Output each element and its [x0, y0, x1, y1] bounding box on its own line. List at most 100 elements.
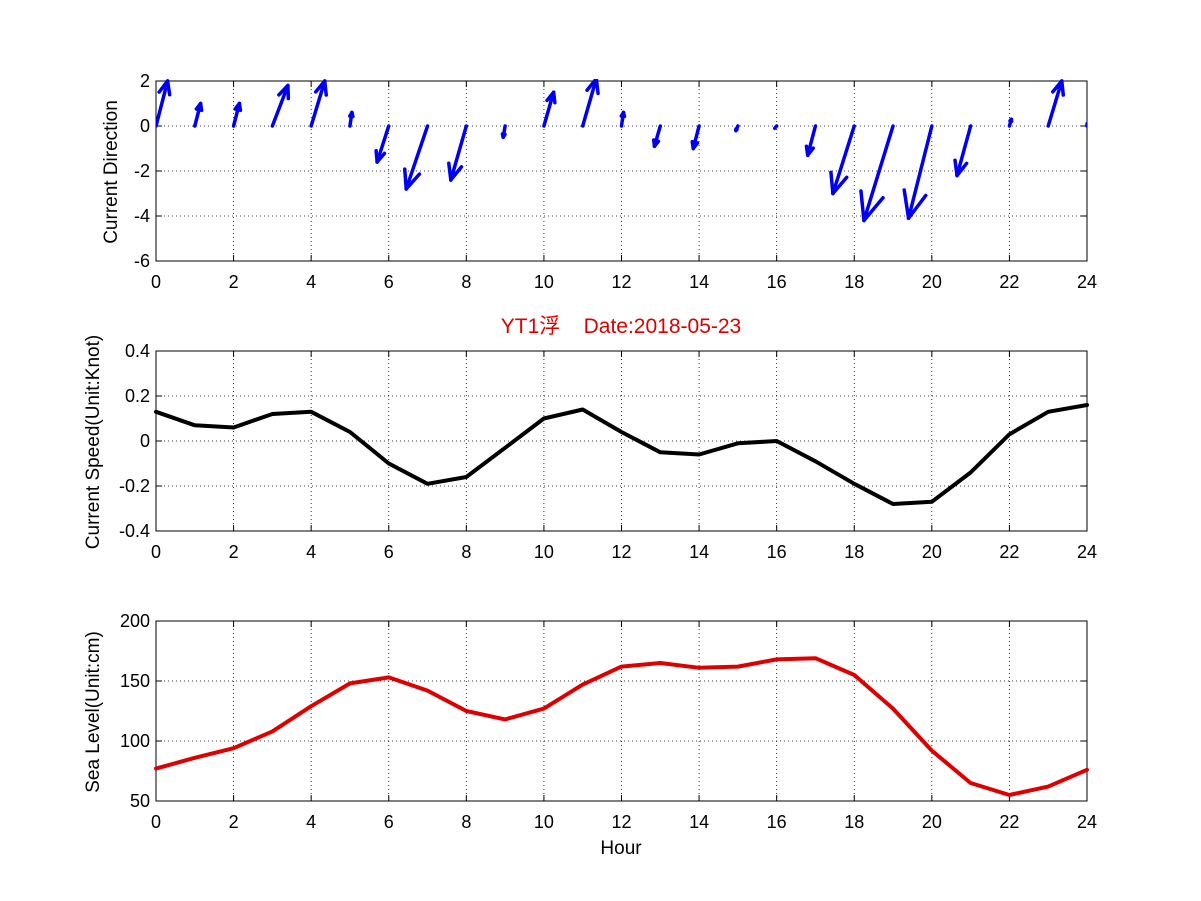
x-tick-label: 12	[611, 542, 631, 562]
arrow-shaft	[955, 124, 973, 178]
x-tick-label: 8	[461, 272, 471, 292]
current-arrow	[690, 124, 701, 151]
x-tick-label: 18	[844, 812, 864, 832]
sea-level-ylabel: Sea Level(Unit:cm)	[83, 631, 104, 793]
x-tick-label: 6	[384, 542, 394, 562]
arrow-shaft	[449, 124, 469, 182]
current-arrow	[500, 124, 507, 139]
current-arrow	[402, 124, 430, 191]
x-tick-label: 20	[922, 272, 942, 292]
x-tick-label: 14	[689, 542, 709, 562]
current-arrow	[270, 83, 291, 128]
current-arrow	[804, 124, 818, 157]
y-tick-label: 150	[120, 671, 150, 691]
arrow-head	[829, 170, 835, 196]
x-tick-label: 14	[689, 272, 709, 292]
y-tick-label: 0	[140, 431, 150, 451]
x-tick-label: 2	[229, 542, 239, 562]
x-tick-label: 22	[999, 542, 1019, 562]
x-tick-label: 18	[844, 542, 864, 562]
y-tick-label: -0.4	[119, 521, 150, 541]
y-tick-label: 200	[120, 611, 150, 631]
arrow-shaft	[542, 90, 556, 128]
x-tick-label: 12	[611, 812, 631, 832]
x-tick-label: 10	[534, 272, 554, 292]
arrow-head	[233, 101, 242, 111]
current-speed-ylabel: Current Speed(Unit:Knot)	[83, 335, 104, 549]
x-tick-label: 24	[1077, 812, 1097, 832]
figure-title: YT1浮 Date:2018-05-23	[501, 315, 741, 338]
arrow-shaft	[772, 124, 779, 130]
x-tick-label: 20	[922, 812, 942, 832]
arrow-shaft	[580, 79, 599, 128]
arrow-head	[375, 151, 387, 164]
x-tick-label: 22	[999, 812, 1019, 832]
arrow-shaft	[375, 124, 391, 164]
arrow-head	[906, 193, 928, 220]
current-arrow	[619, 110, 627, 128]
current-arrow	[580, 79, 600, 128]
current-direction-ylabel: Current Direction	[101, 100, 122, 244]
x-tick-label: 6	[384, 812, 394, 832]
y-tick-label: 2	[140, 71, 150, 91]
arrow-head	[545, 90, 556, 103]
arrow-shaft	[906, 124, 934, 220]
current-arrow	[1046, 79, 1066, 128]
y-tick-label: 0.4	[125, 341, 150, 361]
x-tick-label: 0	[151, 542, 161, 562]
y-tick-label: 0	[140, 116, 150, 136]
x-tick-label: 10	[534, 542, 554, 562]
current-arrow	[193, 101, 204, 128]
arrow-head	[955, 161, 969, 178]
arrow-head	[194, 101, 203, 111]
y-tick-label: -0.2	[119, 476, 150, 496]
x-tick-label: 16	[767, 812, 787, 832]
current-arrow	[734, 124, 740, 133]
y-tick-label: 100	[120, 731, 150, 751]
x-tick-label: 4	[306, 812, 316, 832]
current-arrow	[859, 124, 895, 223]
quiver-arrows	[156, 79, 1087, 223]
x-tick-label: 6	[384, 272, 394, 292]
current-arrow	[447, 124, 469, 182]
x-tick-label: 16	[767, 542, 787, 562]
y-tick-label: 0.2	[125, 386, 150, 406]
x-tick-label: 22	[999, 272, 1019, 292]
arrow-shaft	[156, 79, 170, 128]
arrow-head	[1008, 117, 1014, 123]
x-tick-label: 0	[151, 272, 161, 292]
arrow-head	[348, 110, 354, 118]
current-arrow	[953, 124, 973, 178]
arrow-head	[862, 196, 885, 223]
current-arrow	[374, 124, 391, 164]
x-tick-label: 16	[767, 272, 787, 292]
arrow-shaft	[270, 83, 290, 128]
arrow-shaft	[309, 79, 327, 128]
arrow-shaft	[1046, 79, 1064, 128]
current-arrow	[542, 90, 557, 128]
x-tick-label: 10	[534, 812, 554, 832]
arrow-head	[831, 175, 849, 196]
plot-frame	[155, 80, 1088, 262]
x-tick-label: 4	[306, 272, 316, 292]
arrow-head	[277, 83, 290, 97]
x-tick-label: 12	[611, 272, 631, 292]
current-arrow	[772, 124, 779, 130]
current-arrow	[902, 124, 934, 220]
arrow-shaft	[805, 124, 818, 157]
arrow-head	[404, 172, 422, 191]
current-arrow	[348, 110, 355, 128]
x-tick-label: 14	[689, 812, 709, 832]
x-axis-label: Hour	[600, 838, 642, 859]
x-tick-label: 2	[229, 812, 239, 832]
x-tick-label: 24	[1077, 542, 1097, 562]
y-tick-label: -6	[134, 251, 150, 271]
current-arrow	[829, 124, 856, 196]
arrow-head	[953, 158, 959, 178]
y-tick-label: -4	[134, 206, 150, 226]
arrow-head	[652, 139, 661, 148]
arrow-head	[1051, 79, 1064, 94]
x-tick-label: 18	[844, 272, 864, 292]
